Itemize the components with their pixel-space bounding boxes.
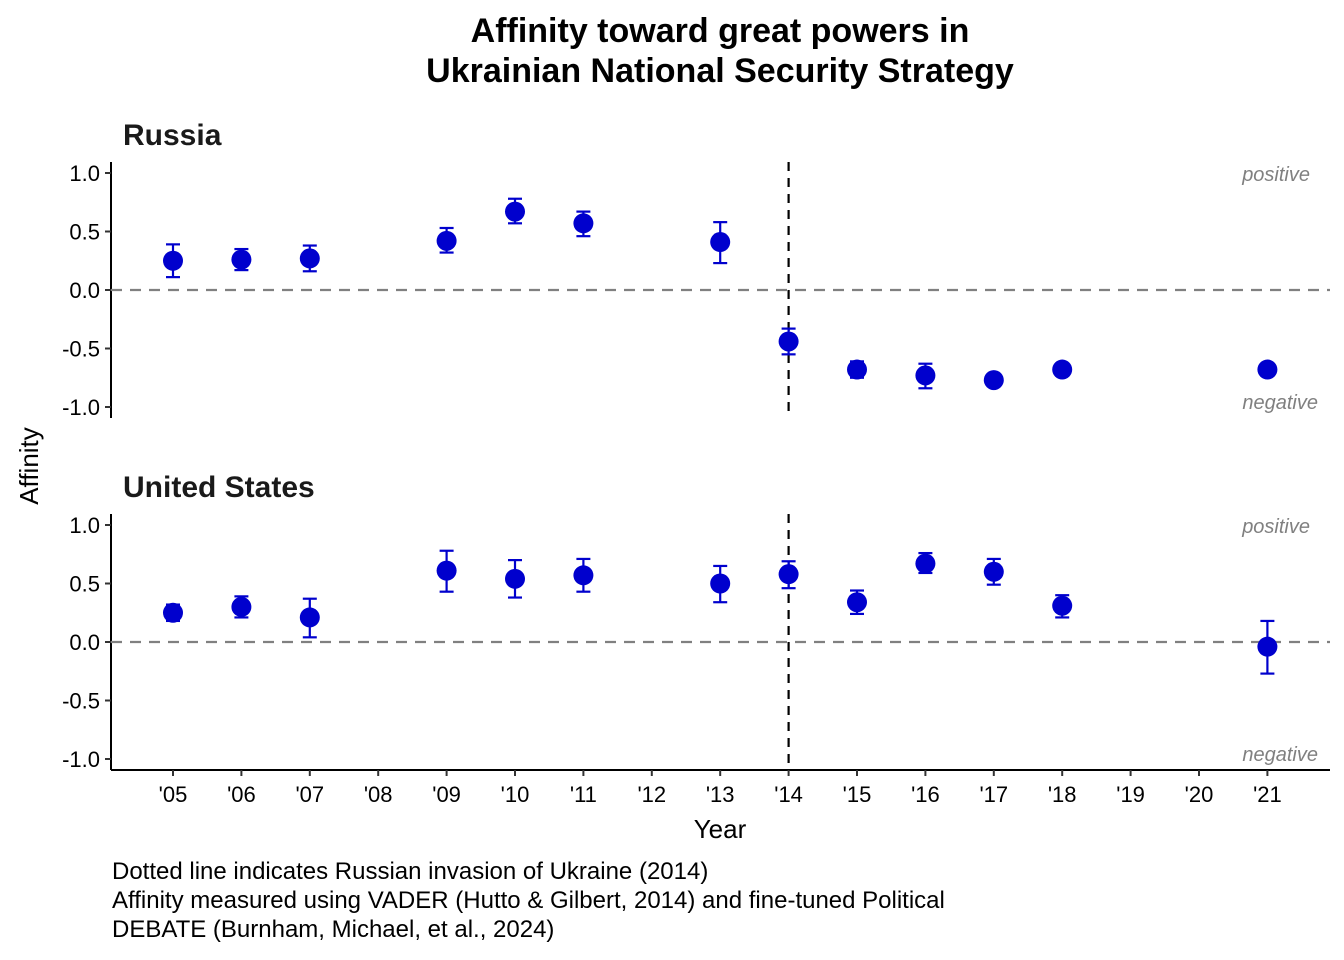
annotation-negative: negative bbox=[1242, 392, 1318, 414]
panel-title-united-states: United States bbox=[123, 471, 315, 504]
x-tick-label: '14 bbox=[774, 782, 803, 807]
data-point bbox=[710, 564, 731, 604]
data-point bbox=[505, 558, 525, 599]
point-marker bbox=[163, 250, 183, 271]
y-tick-label: -1.0 bbox=[62, 747, 100, 772]
point-marker bbox=[778, 331, 799, 352]
point-marker bbox=[847, 592, 867, 613]
data-point bbox=[847, 359, 867, 380]
y-tick-label: -0.5 bbox=[62, 337, 100, 362]
x-tick-label: '05 bbox=[159, 782, 188, 807]
y-tick-label: -0.5 bbox=[62, 689, 100, 714]
y-axis-title: Affinity bbox=[14, 427, 44, 505]
x-tick-label: '06 bbox=[227, 782, 256, 807]
point-marker bbox=[710, 232, 731, 253]
data-point bbox=[1257, 619, 1278, 675]
point-marker bbox=[847, 359, 867, 380]
data-point bbox=[778, 327, 799, 356]
data-point bbox=[847, 589, 867, 616]
data-point bbox=[231, 595, 252, 619]
point-marker bbox=[436, 230, 457, 251]
point-marker bbox=[983, 370, 1004, 391]
x-tick-label: '09 bbox=[432, 782, 461, 807]
point-marker bbox=[163, 602, 183, 623]
point-marker bbox=[915, 365, 936, 386]
point-marker bbox=[573, 213, 594, 234]
point-marker bbox=[573, 565, 594, 586]
point-marker bbox=[1052, 359, 1073, 380]
y-tick-label: 1.0 bbox=[69, 161, 100, 186]
data-point bbox=[299, 244, 320, 273]
chart-title-line-2: Ukrainian National Security Strategy bbox=[426, 52, 1014, 90]
data-point bbox=[710, 221, 731, 265]
point-marker bbox=[710, 573, 731, 594]
data-point bbox=[299, 597, 320, 639]
y-tick-label: 1.0 bbox=[69, 513, 100, 538]
x-tick-label: '21 bbox=[1253, 782, 1282, 807]
x-tick-label: '13 bbox=[706, 782, 735, 807]
data-point bbox=[573, 557, 594, 593]
data-point bbox=[983, 557, 1004, 586]
data-point bbox=[505, 197, 525, 225]
caption: Dotted line indicates Russian invasion o… bbox=[112, 857, 945, 944]
x-tick-label: '17 bbox=[979, 782, 1008, 807]
data-point bbox=[778, 560, 799, 590]
caption-line-2: Affinity measured using VADER (Hutto & G… bbox=[112, 887, 945, 914]
data-point bbox=[231, 247, 252, 272]
x-tick-label: '19 bbox=[1116, 782, 1145, 807]
x-tick-label: '15 bbox=[843, 782, 872, 807]
point-marker bbox=[505, 201, 525, 222]
x-tick-label: '08 bbox=[364, 782, 393, 807]
annotation-negative: negative bbox=[1242, 744, 1318, 766]
caption-line-3: DEBATE (Burnham, Michael, et al., 2024) bbox=[112, 916, 555, 943]
panel-russia: Russia 1.0 0.5 0.0 -0.5 -1.0 positive negative bbox=[62, 119, 1330, 420]
data-point bbox=[1052, 594, 1073, 619]
point-marker bbox=[505, 568, 525, 589]
panel-united-states: United States 1.0 0.5 0.0 -0.5 -1.0 positive n… bbox=[62, 471, 1330, 772]
annotation-positive: positive bbox=[1241, 516, 1310, 538]
x-tick-label: '07 bbox=[295, 782, 324, 807]
y-tick-label: 0.0 bbox=[69, 630, 100, 655]
y-tick-label: 0.0 bbox=[69, 278, 100, 303]
x-axis-title: Year bbox=[694, 814, 747, 844]
chart-title-line-1: Affinity toward great powers in bbox=[471, 12, 970, 50]
data-point bbox=[1052, 359, 1073, 380]
point-marker bbox=[983, 561, 1004, 582]
point-marker bbox=[436, 560, 457, 581]
y-tick-label: 0.5 bbox=[69, 220, 100, 245]
data-point bbox=[436, 549, 457, 593]
data-point bbox=[573, 210, 594, 238]
point-marker bbox=[1257, 359, 1278, 380]
x-tick-label: '11 bbox=[570, 782, 597, 807]
x-axis: '05 '06 '07 '08 '09 '10 '11 '12 '13 '14 '15 '16 '17 '… bbox=[111, 769, 1330, 807]
x-tick-label: '12 bbox=[637, 782, 666, 807]
y-tick-label: 0.5 bbox=[69, 572, 100, 597]
point-marker bbox=[231, 249, 252, 270]
panel-title-russia: Russia bbox=[123, 119, 222, 152]
point-marker bbox=[1052, 595, 1073, 616]
data-point bbox=[983, 370, 1004, 391]
point-marker bbox=[231, 596, 252, 617]
data-point bbox=[436, 226, 457, 254]
point-marker bbox=[1257, 636, 1278, 657]
data-point bbox=[163, 243, 183, 279]
x-tick-label: '18 bbox=[1048, 782, 1077, 807]
point-marker bbox=[299, 248, 320, 269]
point-marker bbox=[915, 553, 936, 574]
annotation-positive: positive bbox=[1241, 164, 1310, 186]
x-tick-label: '20 bbox=[1185, 782, 1214, 807]
x-tick-label: '16 bbox=[911, 782, 940, 807]
data-point bbox=[163, 602, 183, 623]
point-marker bbox=[778, 564, 799, 585]
x-tick-label: '10 bbox=[501, 782, 530, 807]
data-point bbox=[915, 362, 936, 390]
caption-line-1: Dotted line indicates Russian invasion o… bbox=[112, 858, 709, 885]
y-tick-label: -1.0 bbox=[62, 395, 100, 420]
data-point bbox=[1257, 359, 1278, 380]
data-point bbox=[915, 551, 936, 575]
point-marker bbox=[299, 607, 320, 628]
